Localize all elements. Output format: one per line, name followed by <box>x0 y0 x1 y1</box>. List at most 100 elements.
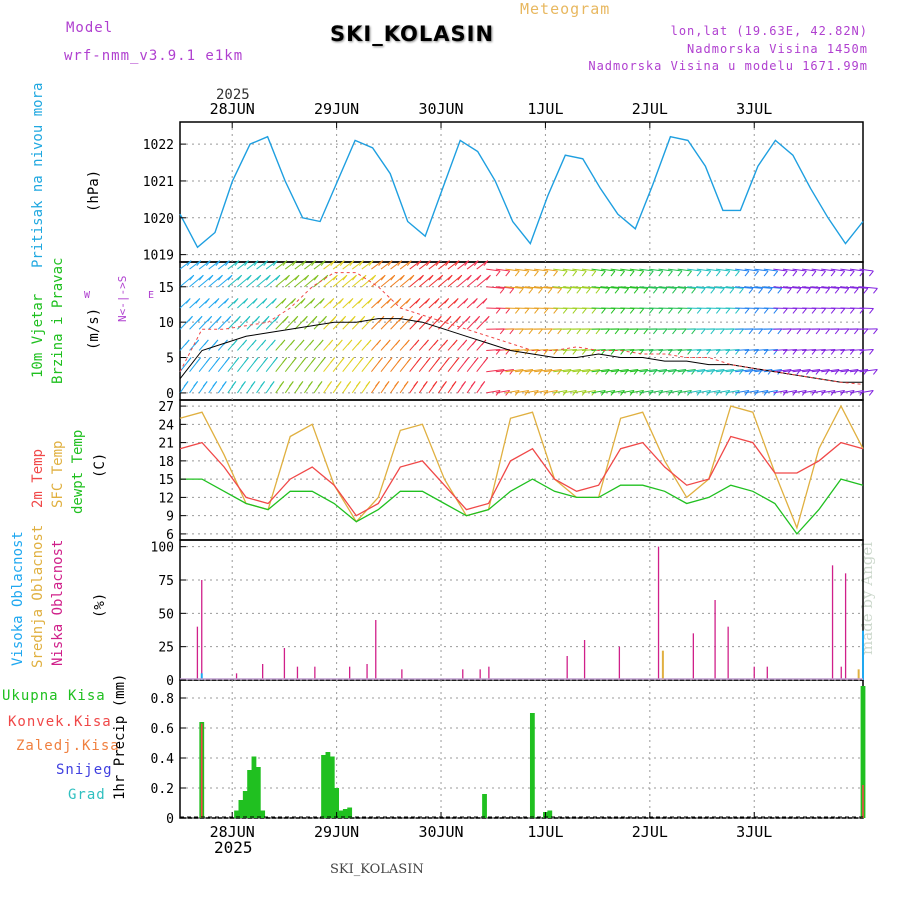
wind-barb-flag <box>264 315 270 322</box>
precip-bar <box>860 686 866 818</box>
wind-barb <box>553 369 572 373</box>
wind-barb-flag <box>868 270 874 277</box>
wind-barb-flag <box>308 381 313 387</box>
wind-barb-flag <box>202 381 208 387</box>
wind-barb-flag <box>417 315 423 322</box>
wind-barb <box>811 389 826 394</box>
wind-barb-flag <box>269 381 275 387</box>
wind-barb-flag <box>834 328 840 335</box>
wind-barb <box>486 348 501 351</box>
wind-barb-flag <box>456 315 461 322</box>
y-tick-label: 0.8 <box>151 692 174 707</box>
wind-barb <box>763 348 778 351</box>
top-day-label: 3JUL <box>736 100 772 118</box>
wind-barb-flag <box>849 270 855 277</box>
wind-barb-flag <box>863 328 869 335</box>
wind-barb-flag <box>672 288 677 294</box>
wind-barb-flag <box>253 357 259 363</box>
wind-barb <box>294 260 307 270</box>
wind-barb <box>591 389 606 394</box>
wind-barb-flag <box>853 288 859 294</box>
wind-barb-flag <box>484 315 490 322</box>
wind-barb-flag <box>215 260 221 266</box>
wind-barb-flag <box>681 328 687 335</box>
wind-barb <box>668 348 683 351</box>
wind-barb-flag <box>601 308 606 314</box>
wind-barb <box>361 260 374 270</box>
wind-barb-flag <box>445 260 450 266</box>
wind-barb <box>543 286 562 289</box>
wind-barb <box>572 369 591 373</box>
wind-barb <box>648 369 667 373</box>
wind-compass-w: W <box>84 290 91 301</box>
wind-barb <box>524 268 539 272</box>
wind-ylabel-2: Brzina i Pravac <box>50 258 66 384</box>
wind-barb <box>811 286 830 289</box>
wind-barb <box>486 286 505 289</box>
top-day-label: 30JUN <box>418 100 463 118</box>
wind-barb-flag <box>691 288 696 294</box>
wind-barb-flag <box>473 357 479 363</box>
y-tick-label: 100 <box>151 541 174 556</box>
wind-barb-flag <box>729 328 735 335</box>
wind-barb <box>514 369 533 373</box>
wind-barb <box>811 348 826 351</box>
wind-barb-flag <box>495 308 501 314</box>
wind-barb <box>610 286 629 289</box>
wind-barb-flag <box>234 260 240 266</box>
wind-barb-flag <box>591 308 597 314</box>
wind-barb-flag <box>444 298 450 304</box>
y-tick-label: 50 <box>158 607 174 622</box>
wind-barb <box>189 260 202 270</box>
wind-barb-flag <box>514 270 520 277</box>
wind-barb-flag <box>262 298 268 304</box>
wind-barb <box>782 369 801 373</box>
wind-barb-flag <box>350 315 356 322</box>
wind-barb-flag <box>668 308 673 314</box>
wind-barb-flag <box>825 328 831 335</box>
wind-barb-flag <box>480 381 486 387</box>
y-tick-label: 0 <box>166 387 174 402</box>
wind-barb <box>217 274 233 288</box>
wind-barb <box>284 260 297 270</box>
wind-barb-flag <box>184 339 190 346</box>
wind-barb <box>696 268 711 272</box>
wind-barb <box>457 260 470 270</box>
wind-barb-flag <box>203 339 209 346</box>
wind-barb <box>629 286 648 289</box>
wind-barb <box>658 268 673 272</box>
wind-barb-flag <box>272 260 278 266</box>
wind-barb-flag <box>652 288 658 294</box>
wind-barb <box>620 268 635 272</box>
wind-barb-flag <box>317 381 323 387</box>
wind-barb-flag <box>515 308 520 314</box>
wind-barb-flag <box>425 298 430 304</box>
wind-barb <box>735 348 750 351</box>
wind-barb <box>495 389 510 394</box>
wind-barb-flag <box>378 260 383 266</box>
wind-barb-flag <box>499 288 505 294</box>
wind-barb-flag <box>643 328 649 335</box>
wind-barb-flag <box>189 274 195 281</box>
wind-barb-flag <box>275 274 281 281</box>
wind-barb <box>562 268 577 272</box>
wind-barb-flag <box>696 308 702 314</box>
wind-barb <box>562 348 577 351</box>
wind-barb-flag <box>557 288 563 294</box>
wind-barb <box>830 268 845 272</box>
wind-barb-flag <box>250 381 256 387</box>
wind-barb <box>476 274 491 288</box>
wind-barb-flag <box>553 308 559 314</box>
wind-barb-flag <box>754 270 759 277</box>
wind-barb-flag <box>739 288 744 294</box>
wind-barb-flag <box>863 288 869 294</box>
wind-barb <box>754 286 773 289</box>
wind-barb-flag <box>483 260 489 266</box>
wind-barb-flag <box>495 270 501 277</box>
wind-barb-flag <box>390 274 396 281</box>
wind-barb <box>802 286 821 289</box>
wind-barb <box>447 260 460 270</box>
lonlat-label: lon,lat (19.63E, 42.82N) <box>670 24 868 38</box>
wind-barb-flag <box>365 381 371 387</box>
wind-barb <box>447 274 463 288</box>
